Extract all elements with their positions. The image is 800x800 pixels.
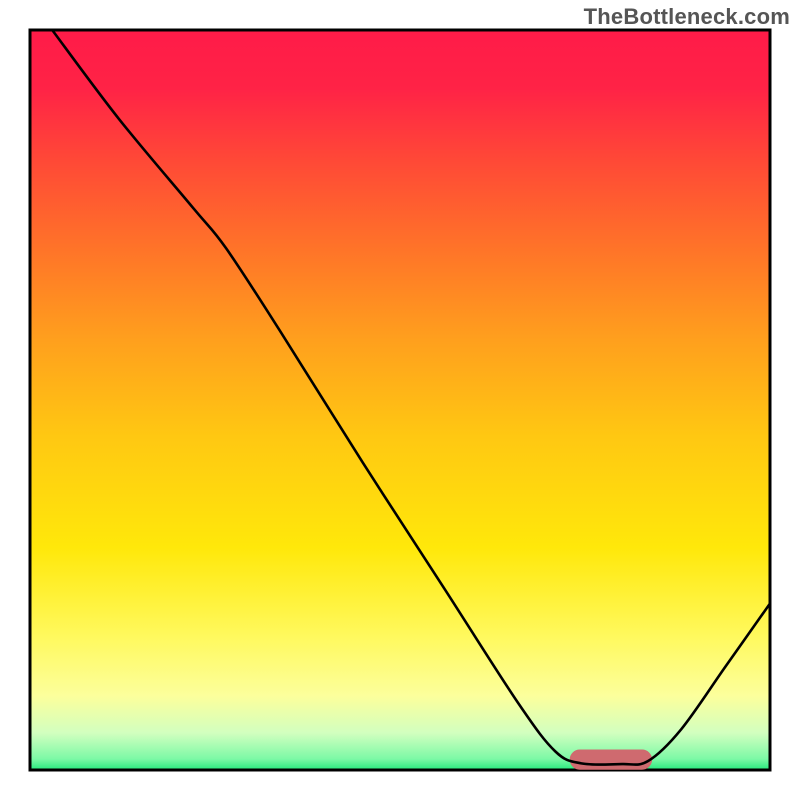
chart-svg [0,0,800,800]
watermark-text: TheBottleneck.com [584,4,790,30]
chart-container: TheBottleneck.com [0,0,800,800]
plot-background [30,30,770,770]
optimal-range-marker [570,750,651,769]
